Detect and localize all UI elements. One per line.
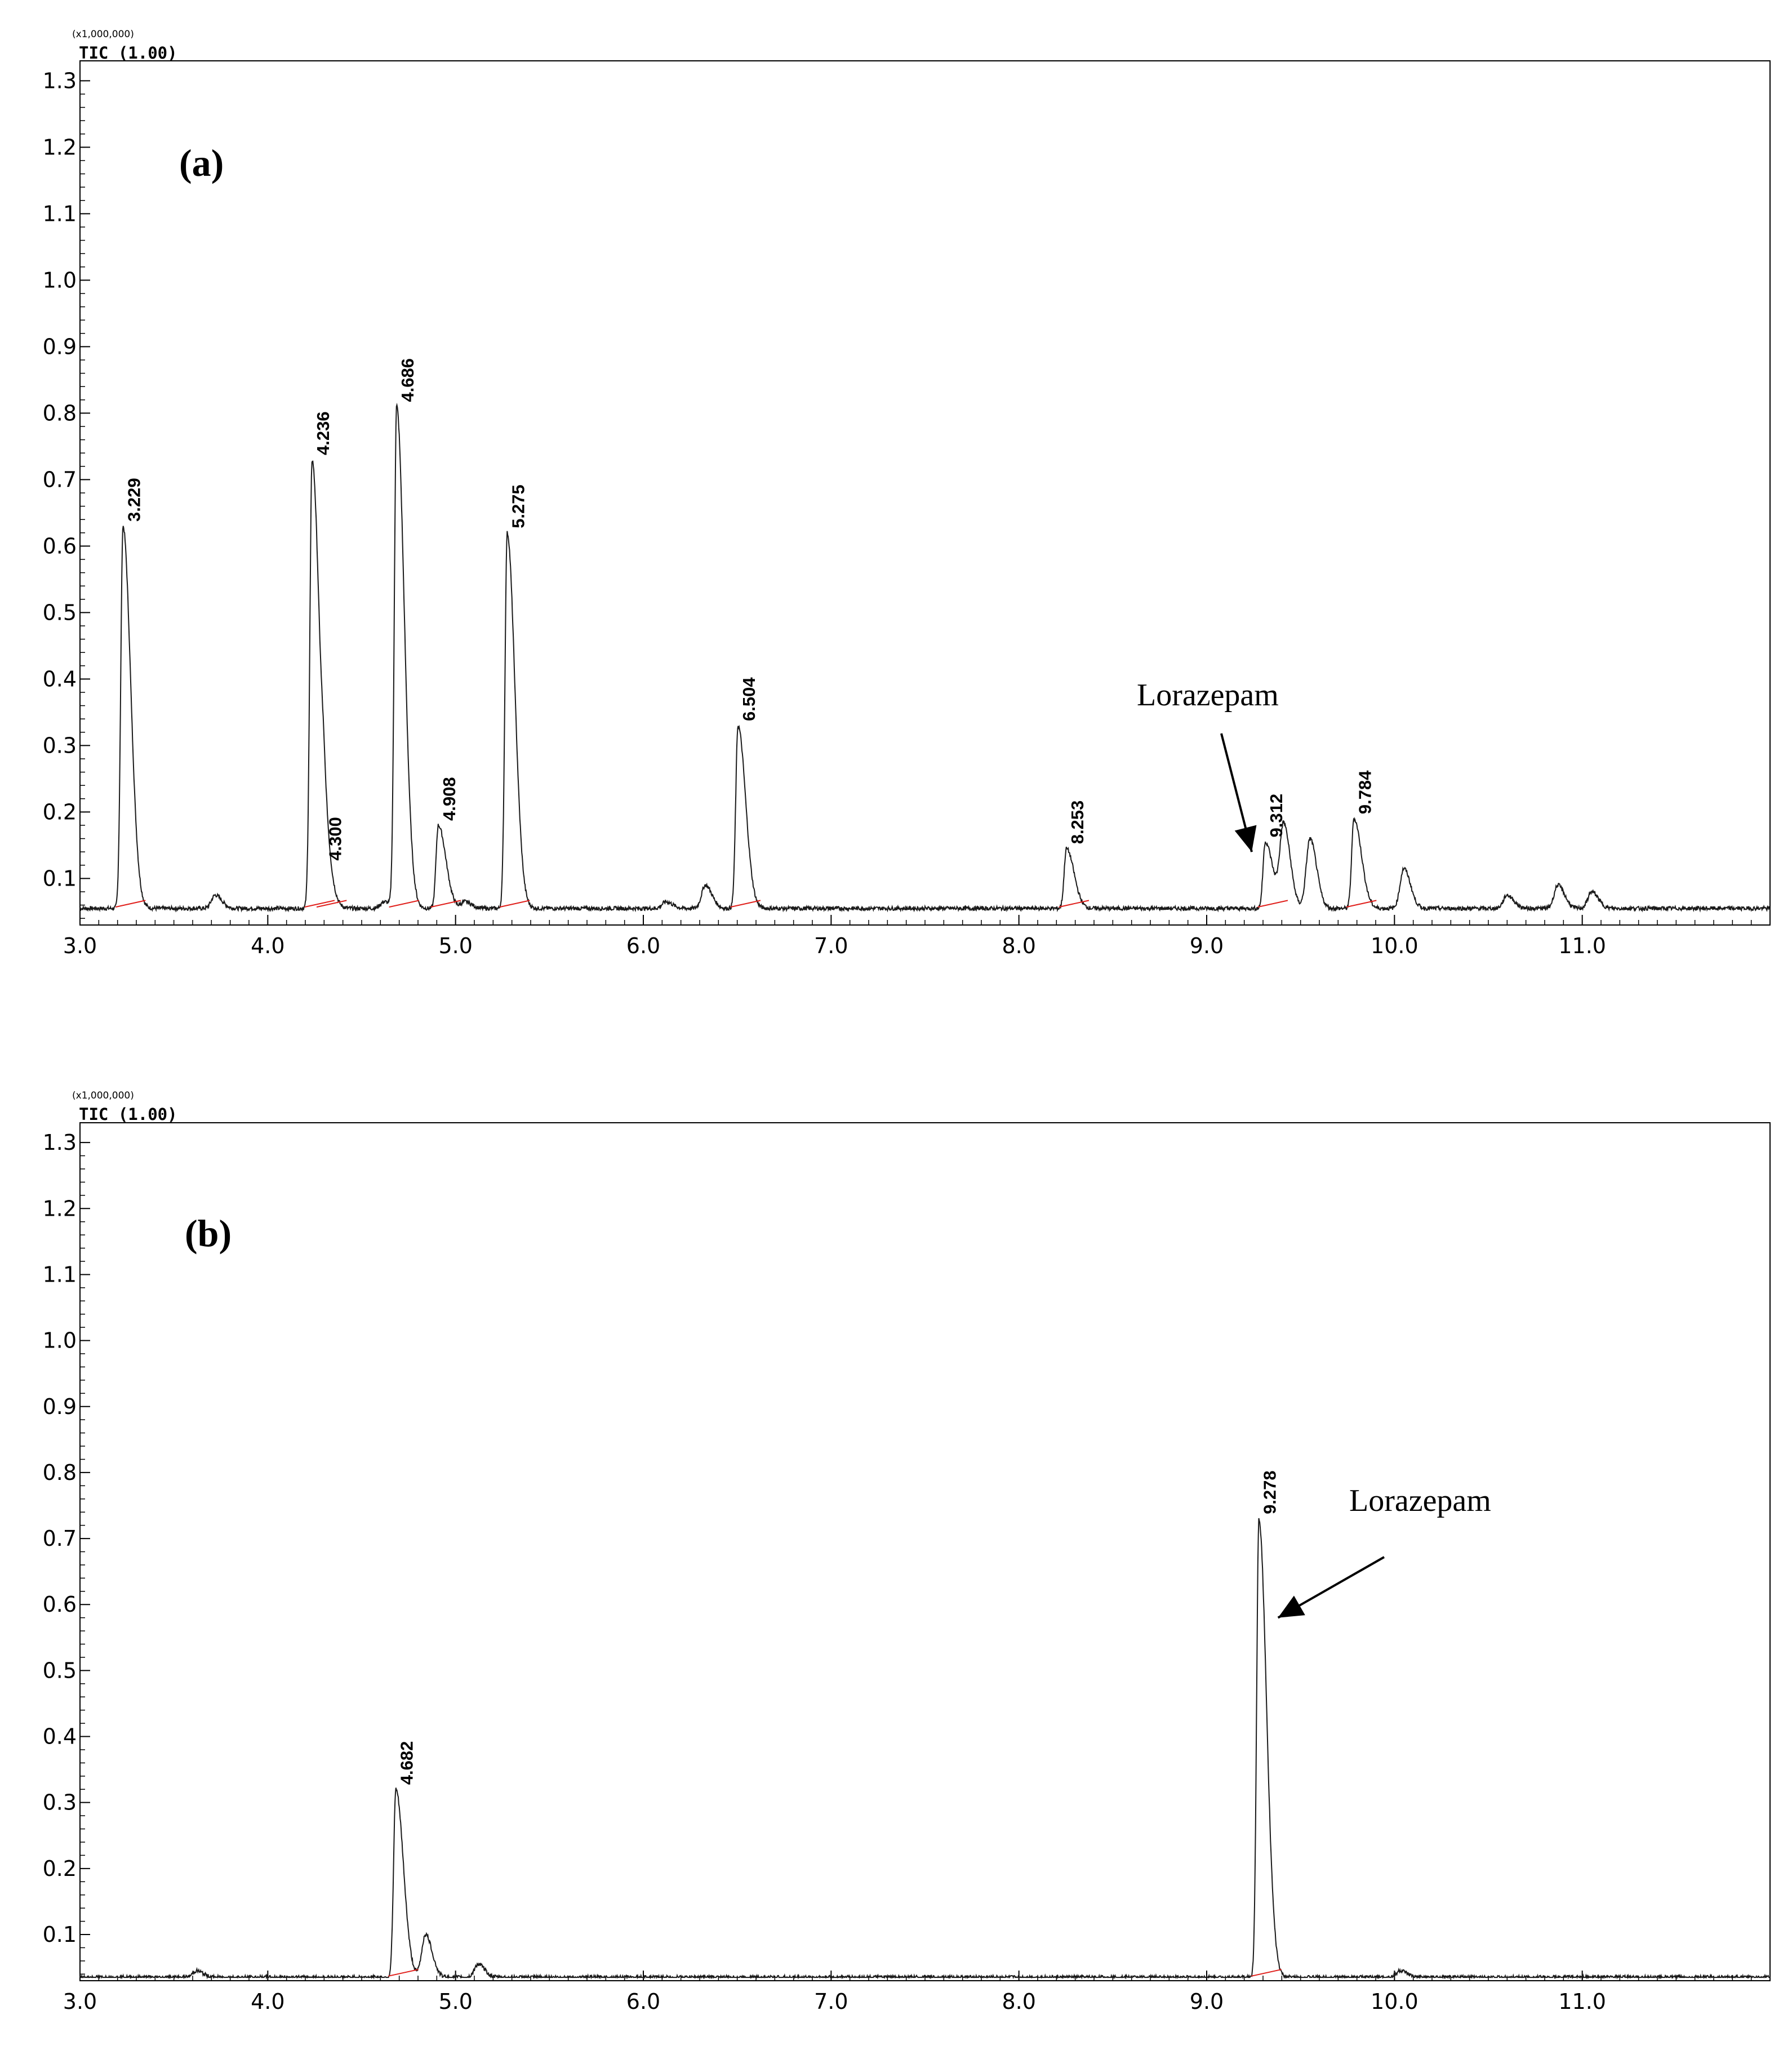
x-tick-label: 11.0 (1558, 1989, 1606, 2014)
y-tick-label: 1.2 (43, 135, 77, 159)
integration-baseline (730, 900, 761, 908)
integration-baseline (389, 900, 420, 908)
x-tick-label: 3.0 (63, 1989, 97, 2014)
y-tick-label: 0.8 (43, 401, 77, 425)
y-tick-label: 0.1 (43, 1922, 77, 1947)
peak-label: 4.300 (325, 817, 345, 861)
peak-label: 9.784 (1355, 770, 1375, 814)
x-tick-label: 9.0 (1190, 1989, 1224, 2014)
peak-label: 4.682 (397, 1741, 417, 1785)
y-tick-label: 0.1 (43, 866, 77, 891)
peak-label: 6.504 (739, 677, 759, 721)
integration-baseline (388, 1969, 419, 1977)
x-tick-label: 7.0 (814, 1989, 848, 2014)
y-tick-label: 0.2 (43, 799, 77, 824)
y-tick-label: 0.4 (43, 666, 77, 691)
y-tick-label: 1.0 (43, 268, 77, 292)
x-tick-label: 6.0 (626, 1989, 660, 2014)
integration-baseline (1059, 900, 1090, 908)
integration-baseline (499, 900, 530, 908)
plot-frame (79, 1122, 1771, 1981)
y-tick-label: 1.3 (43, 1130, 77, 1155)
y-tick-label: 0.6 (43, 1592, 77, 1617)
compound-annotation: Lorazepam (1349, 1483, 1491, 1518)
integration-baseline (1257, 900, 1288, 908)
y-tick-label: 0.5 (43, 1658, 77, 1683)
y-tick-label: 1.2 (43, 1196, 77, 1221)
y-tick-label: 0.3 (43, 1790, 77, 1815)
peak-label: 4.908 (439, 777, 459, 821)
y-tick-label: 1.1 (43, 201, 77, 226)
integration-baseline (316, 900, 347, 908)
y-tick-label: 1.0 (43, 1328, 77, 1353)
tic-trace (79, 1518, 1770, 1980)
integration-baseline (1251, 1969, 1282, 1977)
chromatogram-panel-a: (x1,000,000) TIC (1.00) (a) 0.1 0.2 0.3 0.4… (43, 29, 1771, 958)
y-tick-label: 0.3 (43, 733, 77, 758)
y-scale-label: (x1,000,000) (72, 29, 134, 40)
x-tick-label: 3.0 (63, 933, 97, 958)
tic-trace (79, 402, 1771, 913)
y-tick-label: 1.3 (43, 68, 77, 93)
x-tick-label: 11.0 (1558, 933, 1606, 958)
x-tick-label: 10.0 (1371, 933, 1419, 958)
panel-label: (b) (185, 1212, 232, 1255)
x-tick-label: 10.0 (1371, 1989, 1419, 2014)
y-tick-label: 0.8 (43, 1460, 77, 1485)
peak-label: 5.275 (508, 484, 528, 528)
x-tick-label: 4.0 (251, 1989, 284, 2014)
y-tick-label: 0.5 (43, 600, 77, 625)
peak-label: 9.278 (1260, 1470, 1280, 1514)
x-tick-label: 6.0 (626, 933, 660, 958)
x-tick-label: 4.0 (251, 933, 284, 958)
plot-frame (79, 60, 1771, 926)
x-tick-label: 5.0 (438, 1989, 472, 2014)
peak-label: 3.229 (124, 478, 144, 522)
integration-baseline (115, 900, 146, 908)
peak-label: 9.312 (1266, 794, 1286, 838)
x-tick-label: 5.0 (438, 933, 472, 958)
integration-baseline (1346, 900, 1377, 908)
x-tick-label: 7.0 (814, 933, 848, 958)
x-tick-label: 8.0 (1002, 1989, 1035, 2014)
panel-label: (a) (179, 141, 224, 184)
trace-label: TIC (1.00) (79, 43, 177, 63)
peak-label: 8.253 (1068, 801, 1087, 844)
compound-annotation: Lorazepam (1137, 678, 1279, 713)
y-tick-label: 0.9 (43, 1394, 77, 1419)
y-tick-label: 0.7 (43, 467, 77, 492)
peak-label: 4.236 (313, 411, 333, 455)
y-tick-label: 0.2 (43, 1856, 77, 1881)
peak-label: 4.686 (398, 358, 417, 402)
y-tick-label: 0.9 (43, 334, 77, 359)
integration-baseline (304, 900, 335, 908)
y-tick-label: 0.4 (43, 1724, 77, 1749)
annotation-arrow-head (1278, 1595, 1305, 1618)
chromatogram-panel-b: (x1,000,000) TIC (1.00) (b) 0.1 0.2 0.3 0.4… (43, 1090, 1771, 2014)
y-scale-label: (x1,000,000) (72, 1090, 134, 1101)
x-tick-label: 8.0 (1002, 933, 1035, 958)
y-tick-label: 1.1 (43, 1262, 77, 1287)
trace-label: TIC (1.00) (79, 1105, 177, 1124)
y-tick-label: 0.7 (43, 1526, 77, 1551)
x-tick-label: 9.0 (1190, 933, 1224, 958)
integration-baseline (430, 900, 461, 908)
y-tick-label: 0.6 (43, 533, 77, 558)
annotation-arrow-head (1234, 825, 1257, 852)
